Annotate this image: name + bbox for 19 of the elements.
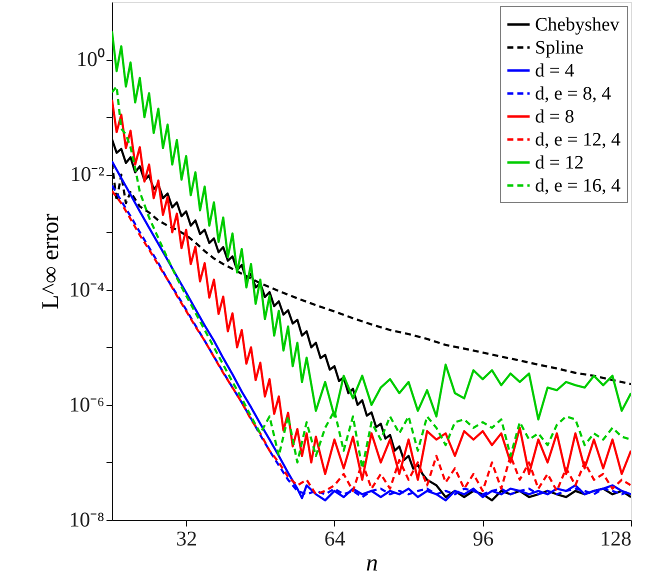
y-tick-label: 10⁻⁸: [69, 508, 104, 532]
x-tick-label: 32: [176, 526, 198, 550]
x-tick-label: 64: [324, 526, 346, 550]
legend-label: Chebyshev: [535, 14, 620, 36]
x-axis-title: n: [366, 550, 378, 576]
y-tick-label: 10⁰: [76, 47, 104, 72]
y-tick-label: 10⁻⁴: [69, 277, 104, 302]
y-tick-label: 10⁻⁶: [69, 392, 104, 416]
legend-label: d, e = 12, 4: [535, 130, 622, 150]
x-tick-label: 96: [472, 526, 494, 550]
legend-label: d = 4: [535, 60, 575, 82]
legend-label: d = 12: [535, 152, 584, 174]
legend-label: d = 8: [535, 106, 574, 128]
legend-label: d, e = 16, 4: [535, 176, 622, 196]
y-tick-label: 10⁻²: [70, 162, 104, 186]
legend-label: Spline: [535, 38, 584, 58]
x-tick-label: 128: [600, 526, 632, 550]
y-axis-title: L^∞ error: [38, 214, 64, 310]
legend-label: d, e = 8, 4: [535, 84, 612, 104]
